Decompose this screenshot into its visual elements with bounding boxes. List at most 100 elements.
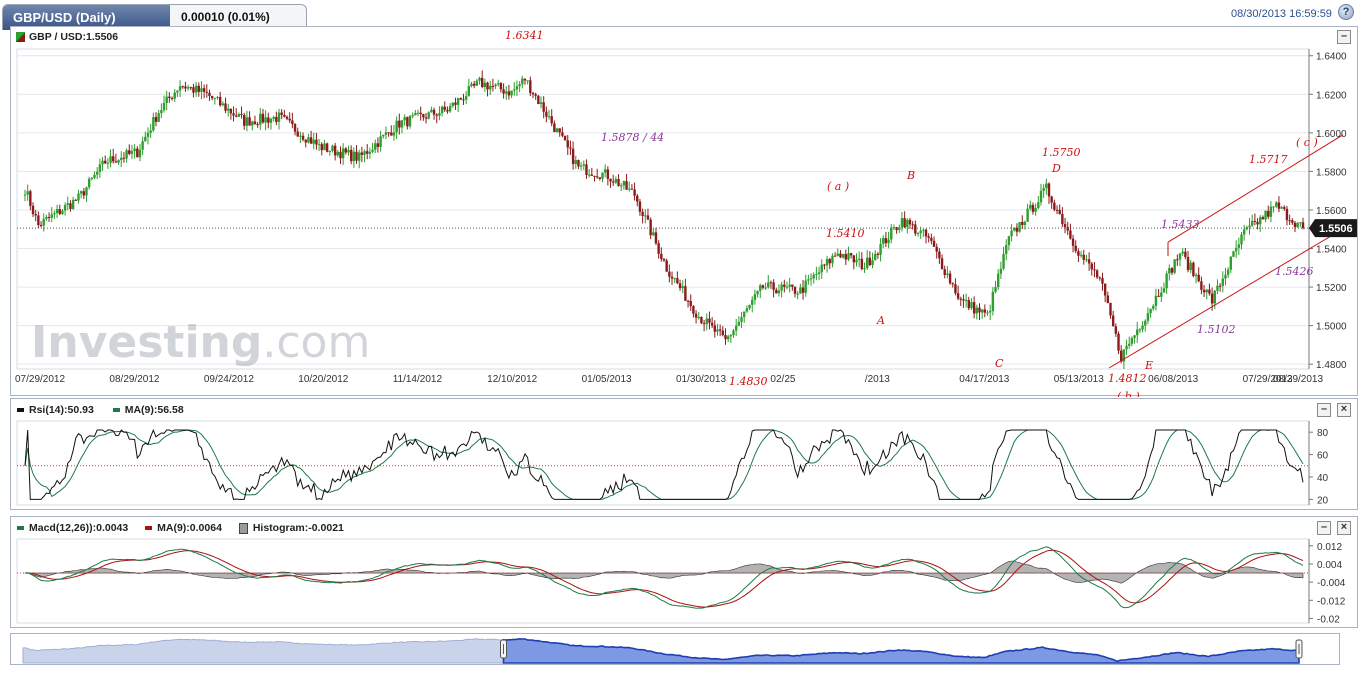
macd-histogram: [24, 560, 1304, 584]
candle-body: [1173, 259, 1176, 273]
candle-body: [689, 300, 692, 307]
candle-body: [157, 113, 160, 122]
candle-body: [253, 121, 257, 125]
candle-body: [1218, 285, 1222, 287]
candle-body: [751, 299, 754, 305]
candle-body: [574, 160, 577, 165]
candle-body: [451, 102, 454, 107]
candle-body: [483, 82, 487, 88]
candle-body: [333, 145, 337, 156]
candle-body: [510, 90, 513, 96]
macd-ma-legend-text: MA(9):0.0064: [157, 522, 222, 534]
candle-body: [395, 120, 398, 133]
candle-body: [26, 191, 29, 195]
candle-body: [855, 259, 858, 263]
candle-body: [863, 268, 866, 270]
candle-body: [895, 227, 898, 230]
rsi-legend-text: Rsi(14):50.93: [29, 404, 94, 416]
candle-body: [1291, 220, 1294, 223]
candle-body: [1029, 204, 1032, 209]
candle-body: [847, 253, 850, 260]
close-rsi-button[interactable]: ×: [1337, 403, 1351, 417]
candle-body: [579, 165, 583, 167]
candle-body: [1272, 206, 1275, 208]
macd-legend-text: Macd(12,26)):0.0043: [29, 522, 129, 534]
candle-body: [264, 117, 267, 123]
candle-body: [761, 285, 765, 288]
candle-body: [325, 143, 329, 152]
candle-body: [122, 157, 126, 159]
candle-body: [555, 128, 559, 132]
candle-body: [467, 86, 471, 97]
candle-body: [646, 215, 650, 220]
chart-annotation: 1.4812: [1108, 372, 1147, 385]
navigator[interactable]: [11, 634, 1341, 666]
candle-body: [537, 95, 540, 105]
candle-body: [74, 199, 77, 201]
minimize-price-button[interactable]: –: [1337, 30, 1351, 44]
candle-body: [505, 91, 508, 94]
candle-body: [708, 318, 711, 323]
candle-body: [871, 260, 874, 266]
candle-body: [130, 151, 134, 154]
candle-body: [245, 117, 249, 126]
candle-body: [344, 148, 348, 153]
candle-body: [240, 114, 243, 116]
candle-body: [978, 307, 981, 313]
macd-legend: Macd(12,26)):0.0043 MA(9):0.0064 Histogr…: [17, 522, 344, 534]
candle-body: [668, 271, 671, 277]
candle-body: [617, 179, 620, 186]
candle-body: [644, 215, 647, 217]
candle-body: [1002, 253, 1005, 269]
candle-body: [1013, 227, 1016, 231]
candle-body: [1146, 313, 1150, 321]
macd-chart[interactable]: 0.012 0.004 -0.004 -0.012 -0.02: [11, 517, 1359, 629]
help-icon[interactable]: ?: [1338, 4, 1354, 20]
candle-body: [109, 156, 112, 163]
candle-body: [272, 116, 275, 119]
candle-body: [860, 258, 864, 269]
candle-body: [1162, 288, 1166, 293]
candle-body: [160, 110, 163, 114]
candle-body: [1261, 217, 1265, 220]
close-macd-button[interactable]: ×: [1337, 521, 1351, 535]
candle-body: [360, 152, 364, 155]
candle-body: [1005, 245, 1008, 254]
rsi-y-tick-label: 80: [1317, 428, 1329, 439]
candle-body: [1186, 256, 1190, 271]
candle-body: [986, 312, 989, 314]
candle-body: [807, 279, 810, 281]
candle-body: [676, 278, 679, 284]
candle-body: [737, 321, 741, 326]
candle-body: [1210, 293, 1214, 304]
candle-body: [138, 149, 142, 158]
candle-body: [232, 113, 235, 116]
price-y-tick-label: 1.5800: [1316, 167, 1347, 178]
candle-body: [317, 144, 321, 146]
candle-body: [304, 139, 307, 143]
chart-annotation: ( a ): [827, 180, 849, 193]
candle-body: [1293, 222, 1297, 228]
candle-body: [224, 103, 227, 111]
candle-body: [852, 255, 856, 263]
minimize-macd-button[interactable]: –: [1317, 521, 1331, 535]
candle-body: [1301, 222, 1305, 229]
candle-body: [237, 114, 241, 117]
price-chart-panel: 1.6400 1.6200 1.6000 1.5800 1.5600 1.5400 1.52…: [10, 26, 1359, 397]
candle-body: [940, 258, 944, 270]
rsi-chart[interactable]: 80 60 40 20: [11, 399, 1359, 511]
price-chart[interactable]: 1.6400 1.6200 1.6000 1.5800 1.5600 1.5400 1.52…: [11, 27, 1359, 397]
candle-body: [1085, 259, 1088, 261]
candle-body: [1216, 285, 1219, 291]
candle-body: [1090, 263, 1093, 270]
minimize-rsi-button[interactable]: –: [1317, 403, 1331, 417]
candle-body: [515, 86, 519, 90]
candle-body: [422, 114, 425, 118]
candle-body: [748, 304, 751, 309]
chart-annotation: 1.5717: [1249, 153, 1288, 166]
candle-body: [924, 229, 928, 237]
candle-body: [192, 87, 195, 93]
candle-body: [358, 152, 361, 161]
candle-body: [243, 114, 246, 126]
price-y-tick-label: 1.6000: [1316, 129, 1347, 140]
